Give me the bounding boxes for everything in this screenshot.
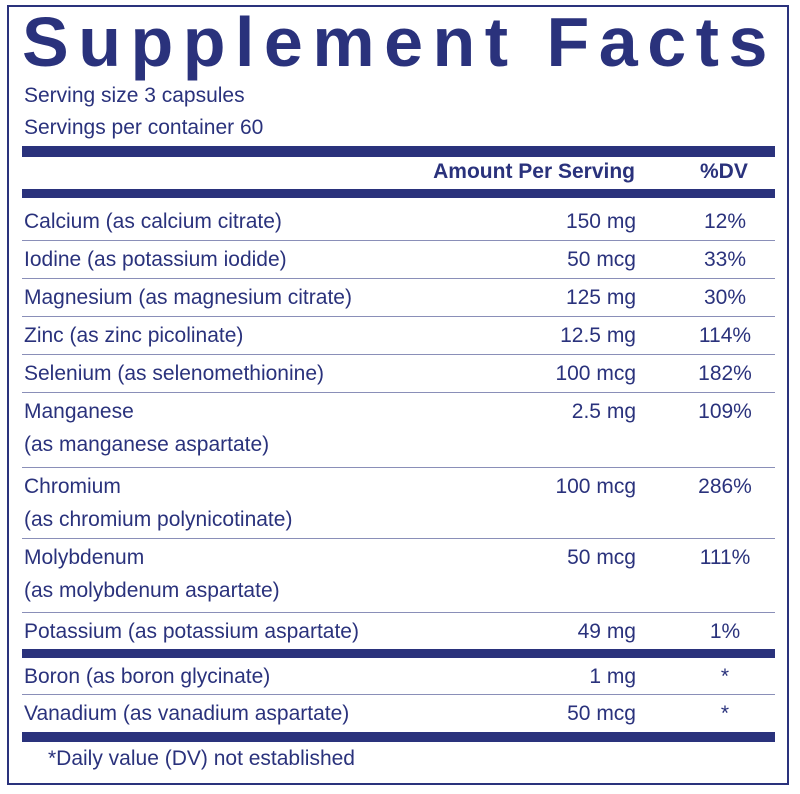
nutrient-name-line: Chromium [24,475,121,498]
divider-thick [22,189,775,198]
divider-thin [22,316,775,317]
nutrient-name-line: (as manganese aspartate) [24,433,270,456]
serving-size: Serving size 3 capsules [24,84,245,107]
daily-value: 33% [703,248,747,271]
footnote: *Daily value (DV) not established [48,747,355,770]
daily-value: 182% [698,362,752,385]
nutrient-name-line: Calcium (as calcium citrate) [24,210,282,233]
nutrient-name: Iodine (as potassium iodide) [24,243,287,276]
daily-value: 286% [698,475,752,498]
nutrient-name: Manganese (as manganese aspartate) [24,395,269,461]
nutrient-name: Molybdenum (as molybdenum aspartate) [24,541,280,607]
divider-thick [22,146,775,157]
nutrient-name-line: Selenium (as selenomethionine) [24,362,324,385]
amount: 150 mg [565,210,636,233]
nutrient-name-line: Molybdenum [24,546,145,569]
nutrient-name-line: Iodine (as potassium iodide) [24,248,287,271]
nutrient-name: Magnesium (as magnesium citrate) [24,281,352,314]
nutrient-name: Chromium (as chromium polynicotinate) [24,470,292,536]
nutrient-name-line: Vanadium (as vanadium aspartate) [24,702,350,725]
nutrient-name-line: Zinc (as zinc picolinate) [24,324,244,347]
divider-thin [22,467,775,468]
nutrient-name-line: Boron (as boron glycinate) [24,665,271,688]
daily-value: 30% [703,286,747,309]
amount-header: Amount Per Serving [433,160,635,183]
amount: 125 mg [565,286,636,309]
nutrient-name: Boron (as boron glycinate) [24,660,270,693]
nutrient-name-line: (as molybdenum aspartate) [24,579,280,602]
amount: 1 mg [589,665,636,688]
amount: 100 mcg [555,362,636,385]
divider-thick [22,732,775,742]
daily-value: 12% [703,210,747,233]
nutrient-name-line: Manganese [24,400,134,423]
divider-thick [22,649,775,658]
divider-thin [22,354,775,355]
nutrient-name: Vanadium (as vanadium aspartate) [24,697,349,730]
divider-thin [22,612,775,613]
amount: 49 mg [577,620,636,643]
nutrient-name: Zinc (as zinc picolinate) [24,319,243,352]
divider-thin [22,392,775,393]
divider-thin [22,278,775,279]
amount: 12.5 mg [560,324,636,347]
nutrient-name: Potassium (as potassium aspartate) [24,615,359,648]
amount: 2.5 mg [571,400,636,423]
servings-per-container: Servings per container 60 [24,116,264,139]
daily-value: 1% [709,620,741,643]
nutrient-name-line: Potassium (as potassium aspartate) [24,620,359,643]
daily-value: 114% [698,324,752,347]
amount: 50 mcg [567,702,636,725]
nutrient-name-line: (as chromium polynicotinate) [24,508,293,531]
amount: 100 mcg [555,475,636,498]
daily-value: * [720,702,730,725]
divider-thin [22,694,775,695]
nutrient-name: Calcium (as calcium citrate) [24,205,282,238]
daily-value: 109% [698,400,752,423]
daily-value: 111% [699,546,751,569]
label-title: Supplement Facts [22,3,777,81]
amount: 50 mcg [567,546,636,569]
dv-header: %DV [700,160,748,183]
nutrient-name-line: Magnesium (as magnesium citrate) [24,286,352,309]
nutrient-name: Selenium (as selenomethionine) [24,357,324,390]
divider-thin [22,538,775,539]
daily-value: * [720,665,730,688]
divider-thin [22,240,775,241]
label-frame [7,5,789,785]
amount: 50 mcg [567,248,636,271]
